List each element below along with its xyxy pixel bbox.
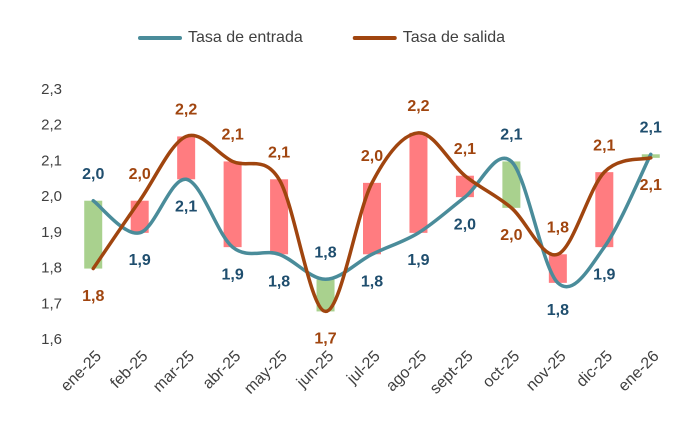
y-tick-label: 1,6 (41, 331, 62, 348)
series-line (91, 131, 653, 314)
value-label: 1,9 (407, 252, 429, 269)
legend-label: Tasa de salida (403, 29, 505, 46)
x-tick-label: ene-25 (58, 348, 105, 395)
y-tick-label: 2,0 (41, 188, 62, 205)
value-label: 2,1 (175, 199, 197, 216)
down-bar (177, 136, 196, 180)
value-label: 1,8 (82, 288, 104, 305)
y-tick-label: 2,3 (41, 81, 62, 98)
x-tick-label: ene-26 (615, 348, 662, 395)
value-label: 2,1 (500, 127, 522, 144)
down-bar (595, 172, 614, 248)
value-label: 1,9 (221, 266, 243, 283)
value-label: 2,1 (593, 137, 615, 154)
x-tick-label: may-25 (241, 348, 291, 398)
up-bar (502, 161, 521, 208)
value-label: 2,0 (82, 166, 104, 183)
value-label: 2,1 (268, 145, 290, 162)
y-tick-label: 1,8 (41, 260, 62, 277)
x-tick-label: abr-25 (200, 348, 245, 393)
y-tick-label: 2,1 (41, 152, 62, 169)
value-label: 1,8 (547, 302, 569, 319)
up-bar (84, 200, 103, 269)
value-label: 1,8 (268, 274, 290, 291)
value-label: 2,2 (407, 98, 429, 115)
value-label: 2,2 (175, 102, 197, 119)
value-label: 1,9 (593, 266, 615, 283)
value-label: 2,1 (640, 177, 662, 194)
value-label: 2,0 (129, 166, 151, 183)
up-bar (316, 279, 335, 312)
value-label: 1,8 (361, 274, 383, 291)
value-label: 1,8 (314, 245, 336, 262)
value-label: 1,7 (314, 331, 336, 348)
value-label: 2,0 (500, 227, 522, 244)
down-bar (363, 182, 381, 255)
y-tick-label: 1,9 (41, 224, 62, 241)
value-label: 2,1 (221, 127, 243, 144)
x-tick-label: dic-25 (573, 348, 616, 391)
x-tick-label: ago-25 (383, 348, 430, 395)
down-bar (223, 161, 242, 248)
x-tick-label: oct-25 (480, 348, 524, 392)
value-label: 1,9 (129, 252, 151, 269)
x-tick-label: nov-25 (523, 348, 570, 395)
value-label: 1,8 (547, 220, 569, 237)
series-line (91, 152, 653, 289)
down-bar (409, 132, 428, 233)
value-label: 2,0 (454, 216, 476, 233)
value-label: 2,0 (361, 148, 383, 165)
value-label: 2,1 (454, 141, 476, 158)
x-tick-label: mar-25 (150, 348, 198, 396)
down-bar (270, 179, 289, 255)
x-tick-label: sept-25 (427, 348, 477, 398)
x-tick-label: jun-25 (293, 348, 337, 392)
y-tick-label: 1,7 (41, 295, 62, 312)
value-label: 2,1 (640, 120, 662, 137)
y-tick-label: 2,2 (41, 117, 62, 134)
legend-label: Tasa de entrada (188, 29, 303, 46)
down-bar (548, 254, 567, 283)
x-tick-label: jul-25 (343, 348, 383, 388)
x-tick-label: feb-25 (107, 348, 151, 392)
